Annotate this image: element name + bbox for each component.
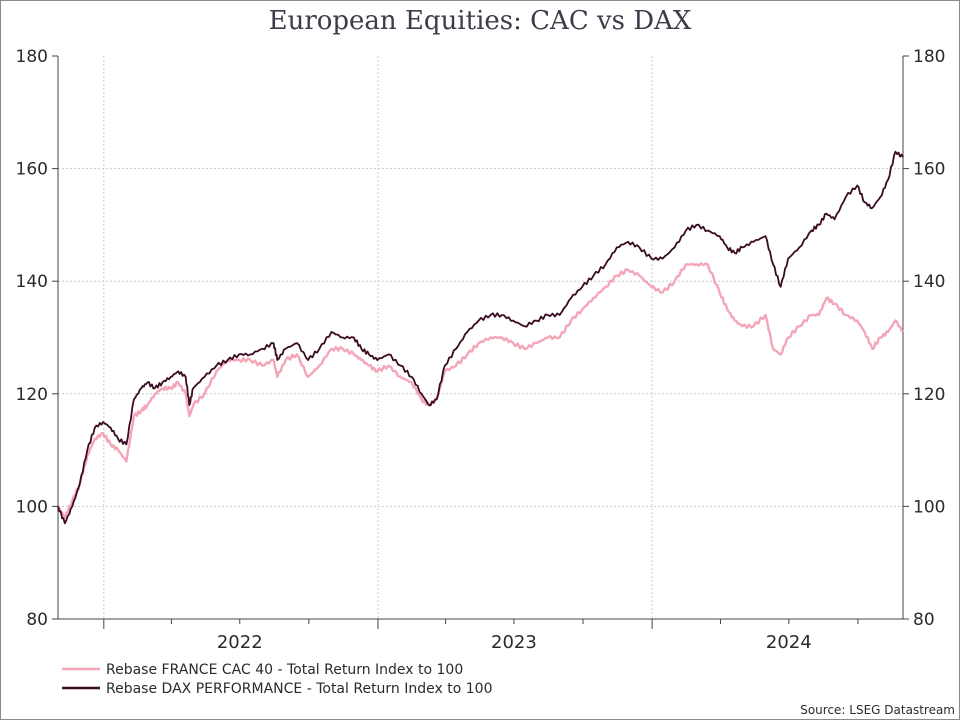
series-line-cac40 [57,262,904,519]
series-layer [57,150,904,525]
source-note: Source: LSEG Datastream [800,703,955,717]
series-line-dax [57,150,904,525]
y-tick-label-left: 120 [16,385,48,405]
y-tick-label-left: 100 [16,497,48,517]
chart-title: European Equities: CAC vs DAX [268,6,692,36]
x-tick-label: 2024 [766,632,812,653]
y-tick-label-right: 160 [913,160,945,180]
y-tick-label-right: 180 [913,47,945,67]
y-tick-label-right: 100 [913,497,945,517]
y-tick-label-left: 160 [16,160,48,180]
y-tick-label-right: 120 [913,385,945,405]
y-tick-label-left: 180 [16,47,48,67]
y-tick-label-right: 140 [913,272,945,292]
legend-label: Rebase FRANCE CAC 40 - Total Return Inde… [106,662,463,678]
x-tick-label: 2022 [217,632,263,653]
legend-label: Rebase DAX PERFORMANCE - Total Return In… [106,681,492,697]
y-tick-label-left: 140 [16,272,48,292]
x-tick-label: 2023 [491,632,537,653]
axes: 80 80 100 100 120 120 140 140 160 160 180 180 2022 20… [16,47,946,653]
grid [58,56,903,619]
legend: Rebase FRANCE CAC 40 - Total Return Inde… [62,662,492,697]
y-tick-label-left: 80 [26,610,48,630]
y-tick-label-right: 80 [913,610,935,630]
